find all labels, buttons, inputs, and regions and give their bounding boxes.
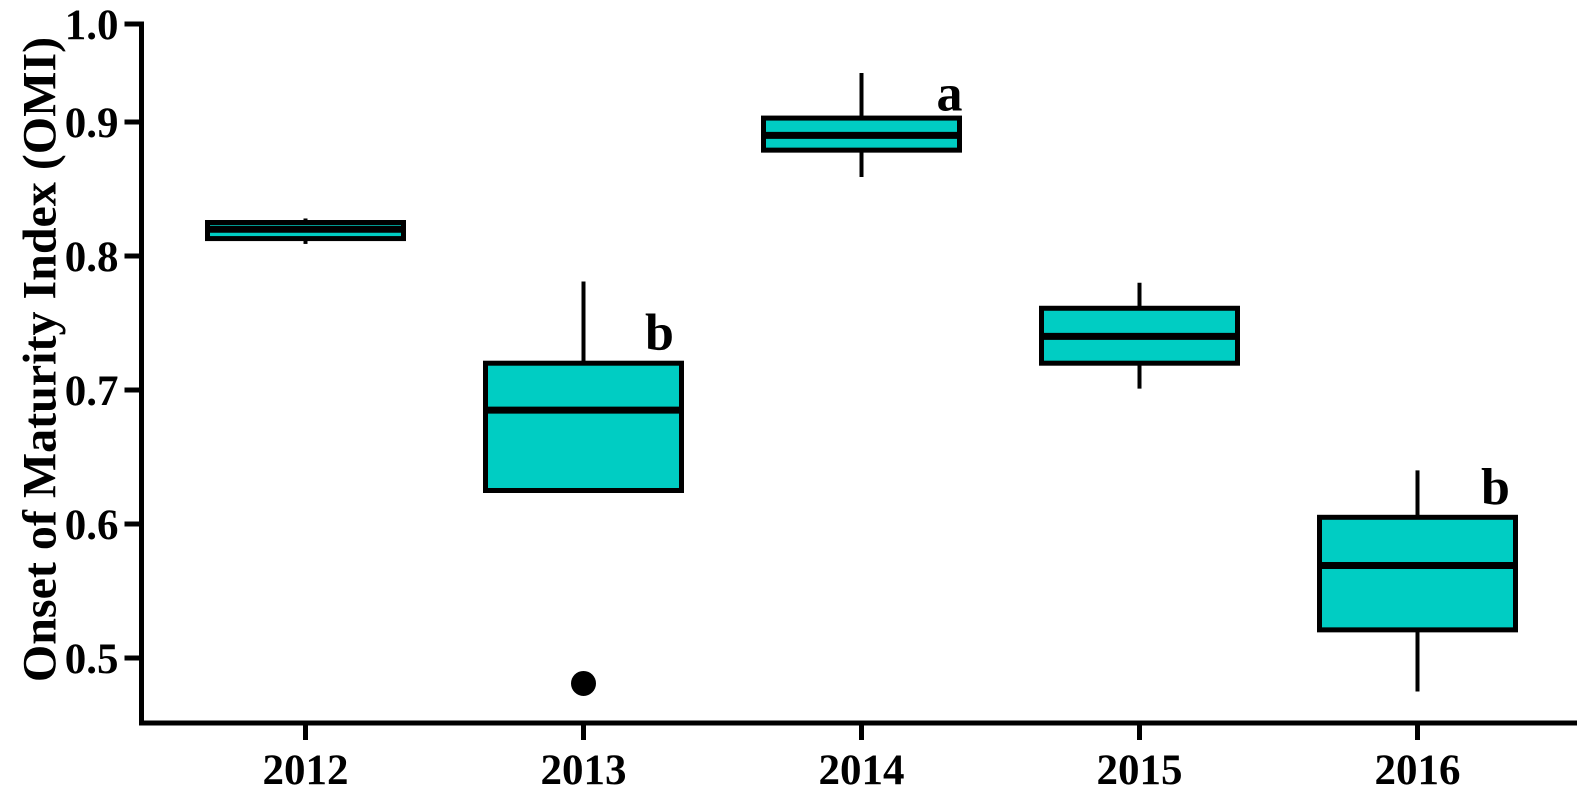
box-2013	[483, 360, 684, 494]
annotation-letter-2016: b	[1481, 459, 1510, 516]
y-tick-label-1.0: 1.0	[65, 2, 119, 49]
box-2016	[1317, 514, 1518, 633]
y-axis-title: Onset of Maturity Index (OMI)	[13, 36, 67, 683]
x-tick-label-2016: 2016	[1375, 747, 1461, 794]
outlier-2013	[571, 670, 596, 696]
x-tick-label-2014: 2014	[819, 747, 905, 794]
y-tick-label-0.9: 0.9	[65, 100, 119, 147]
y-tick-label-0.7: 0.7	[65, 368, 119, 415]
y-tick-label-0.6: 0.6	[65, 502, 119, 549]
x-tick-label-2013: 2013	[541, 747, 627, 794]
x-tick-label-2015: 2015	[1097, 747, 1183, 794]
x-tick-label-2012: 2012	[263, 747, 349, 794]
y-tick-label-0.8: 0.8	[65, 234, 119, 281]
y-tick-label-0.5: 0.5	[65, 636, 119, 683]
annotation-letter-2014: a	[937, 66, 963, 123]
annotation-letter-2013: b	[645, 305, 674, 362]
